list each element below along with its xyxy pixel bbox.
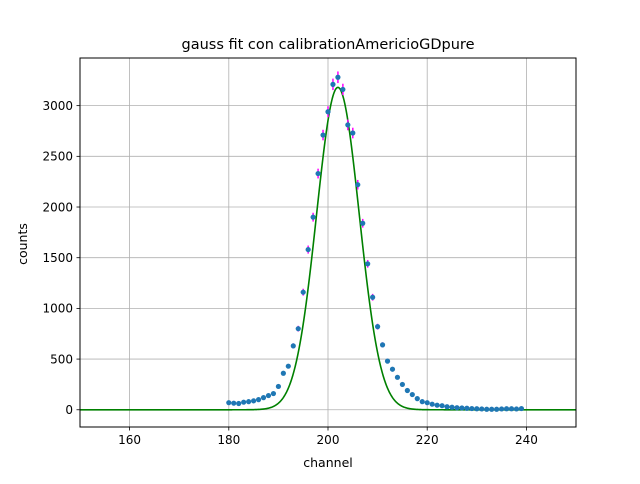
- data-point: [375, 324, 381, 330]
- data-point: [484, 406, 490, 412]
- data-point: [241, 399, 247, 405]
- data-point: [419, 399, 425, 405]
- x-tick-label: 180: [217, 433, 240, 447]
- x-axis-ticks: 160 180 200 220 240: [118, 427, 538, 447]
- data-point: [464, 405, 470, 411]
- data-point: [231, 400, 237, 406]
- x-tick-label: 240: [515, 433, 538, 447]
- x-tick-label: 220: [416, 433, 439, 447]
- data-point: [404, 387, 410, 394]
- y-axis-label: counts: [15, 223, 30, 265]
- data-point: [290, 343, 296, 349]
- data-point: [384, 358, 391, 364]
- data-point: [508, 406, 515, 412]
- data-point: [494, 406, 500, 412]
- y-tick-label: 2000: [42, 200, 73, 214]
- data-point: [518, 405, 525, 412]
- data-points: [226, 74, 525, 412]
- data-point: [340, 86, 346, 93]
- y-axis-ticks: 0 500 1000 1500 2000 2500 3000: [42, 99, 80, 417]
- data-point: [236, 400, 242, 407]
- data-point: [305, 246, 311, 253]
- x-axis-label: channel: [303, 455, 352, 470]
- data-point: [330, 81, 336, 87]
- data-point: [424, 400, 430, 406]
- y-tick-label: 1500: [42, 251, 73, 265]
- data-point: [434, 402, 440, 408]
- data-point: [394, 374, 401, 380]
- data-point: [335, 74, 341, 80]
- data-point: [295, 326, 301, 332]
- y-tick-label: 3000: [42, 99, 73, 113]
- data-point: [503, 406, 510, 412]
- data-point: [360, 220, 366, 226]
- data-point: [315, 170, 321, 177]
- y-tick-label: 2500: [42, 150, 73, 164]
- data-point: [409, 391, 415, 398]
- data-point: [513, 406, 520, 412]
- data-point: [280, 370, 286, 376]
- y-tick-label: 1000: [42, 302, 73, 316]
- data-point: [265, 392, 272, 399]
- data-point: [350, 130, 356, 136]
- data-point: [379, 342, 386, 348]
- data-point: [251, 398, 257, 404]
- data-point: [310, 214, 316, 220]
- data-point: [285, 363, 291, 369]
- y-tick-label: 0: [65, 403, 73, 417]
- data-point: [325, 109, 331, 115]
- data-point: [365, 261, 371, 267]
- data-point: [444, 404, 450, 410]
- data-point: [355, 182, 361, 188]
- x-tick-label: 200: [317, 433, 340, 447]
- data-point: [439, 403, 445, 409]
- data-point: [370, 294, 376, 300]
- x-tick-label: 160: [118, 433, 141, 447]
- data-point: [399, 381, 405, 388]
- data-point: [246, 399, 252, 405]
- data-point: [474, 406, 480, 412]
- data-point: [275, 383, 281, 390]
- data-point: [429, 401, 435, 407]
- data-point: [489, 406, 495, 412]
- data-point: [449, 404, 455, 410]
- data-point: [479, 406, 485, 412]
- data-point: [226, 400, 232, 406]
- data-point: [414, 396, 420, 402]
- data-point: [255, 397, 262, 403]
- data-point: [389, 366, 396, 372]
- data-point: [454, 405, 460, 411]
- data-point: [270, 390, 277, 397]
- data-point: [499, 406, 505, 412]
- chart-title: gauss fit con calibrationAmericioGDpure: [182, 37, 475, 53]
- data-point: [260, 395, 267, 401]
- data-point: [345, 122, 351, 128]
- data-point: [469, 405, 475, 412]
- y-tick-label: 500: [50, 352, 73, 366]
- data-point: [300, 289, 306, 295]
- data-point: [320, 132, 326, 138]
- data-point: [459, 405, 465, 411]
